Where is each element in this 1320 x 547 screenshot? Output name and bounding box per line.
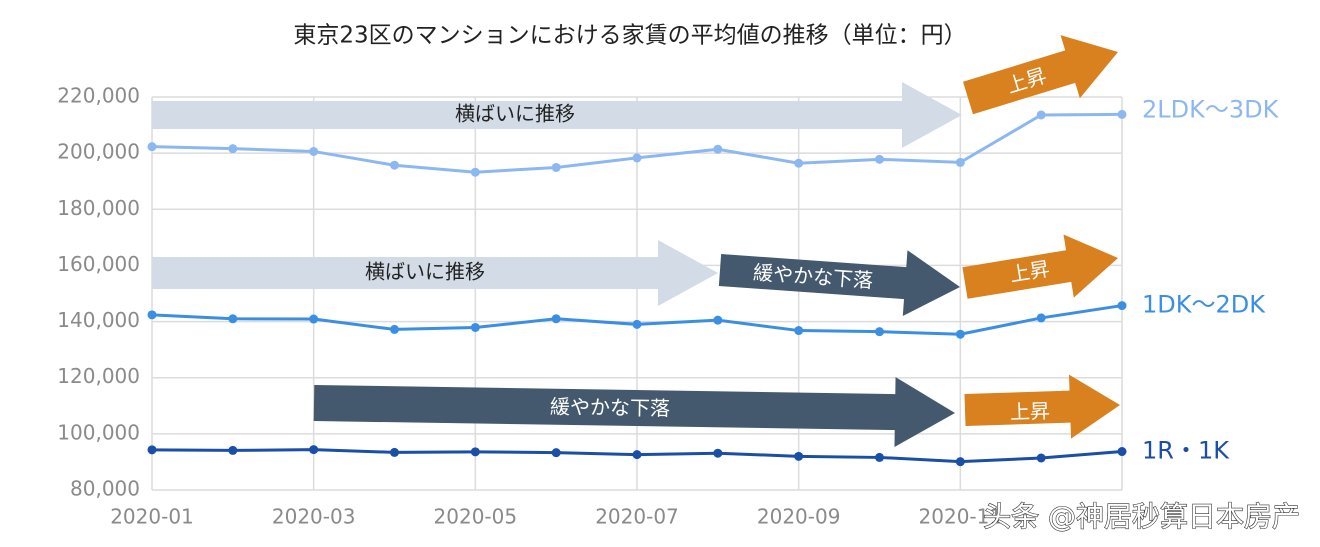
data-point bbox=[1036, 453, 1046, 463]
annotation-text: 緩やかな下落 bbox=[550, 395, 670, 421]
annotation-arrow bbox=[964, 374, 1120, 439]
y-tick-label: 180,000 bbox=[57, 196, 140, 220]
data-point bbox=[632, 153, 642, 163]
data-point bbox=[147, 142, 157, 152]
data-point bbox=[551, 162, 561, 172]
y-tick-label: 80,000 bbox=[70, 477, 140, 501]
data-point bbox=[1117, 109, 1127, 119]
data-point bbox=[713, 315, 723, 325]
series-label: 2LDK〜3DK bbox=[1142, 95, 1280, 123]
annotation-text: 横ばいに推移 bbox=[455, 102, 575, 126]
x-tick-label: 2020-03 bbox=[272, 505, 356, 529]
data-point bbox=[1117, 301, 1127, 311]
data-point bbox=[713, 448, 723, 458]
data-point bbox=[390, 160, 399, 170]
data-point bbox=[955, 157, 965, 167]
data-point bbox=[794, 158, 804, 168]
data-point bbox=[309, 314, 319, 324]
annotation-text: 横ばいに推移 bbox=[365, 260, 485, 284]
annotation-arrow bbox=[152, 82, 962, 148]
data-point bbox=[551, 314, 561, 324]
data-point bbox=[228, 314, 238, 324]
watermark: 头条 @神居秒算日本房产 bbox=[983, 500, 1300, 533]
annotation-arrow bbox=[962, 234, 1118, 299]
data-point bbox=[794, 451, 804, 461]
data-point bbox=[1117, 447, 1127, 457]
data-point bbox=[470, 322, 480, 332]
data-point bbox=[228, 445, 238, 455]
data-point bbox=[309, 445, 319, 455]
x-tick-label: 2020-05 bbox=[434, 505, 518, 529]
data-point bbox=[1036, 313, 1046, 323]
x-tick-label: 2020-09 bbox=[757, 505, 841, 529]
data-point bbox=[147, 310, 157, 320]
annotation-arrow bbox=[313, 377, 955, 448]
x-tick-label: 2020-07 bbox=[595, 505, 679, 529]
y-tick-label: 220,000 bbox=[57, 84, 140, 108]
data-point bbox=[228, 144, 238, 154]
data-point bbox=[875, 327, 884, 337]
annotation-arrow bbox=[718, 250, 960, 317]
y-tick-label: 100,000 bbox=[57, 420, 140, 444]
data-point bbox=[390, 447, 399, 457]
data-point bbox=[875, 452, 884, 462]
data-point bbox=[875, 154, 884, 164]
data-point bbox=[551, 448, 561, 458]
x-tick-label: 2020-01 bbox=[110, 505, 194, 529]
y-tick-label: 160,000 bbox=[57, 252, 140, 276]
data-point bbox=[147, 445, 157, 455]
data-point bbox=[955, 329, 965, 339]
data-point bbox=[632, 450, 642, 460]
y-tick-label: 200,000 bbox=[57, 140, 140, 164]
series-label: 1DK〜2DK bbox=[1142, 291, 1266, 319]
y-tick-label: 120,000 bbox=[57, 364, 140, 388]
data-point bbox=[794, 326, 804, 336]
data-point bbox=[632, 319, 642, 329]
chart-title: 東京23区のマンションにおける家賃の平均値の推移（単位：円） bbox=[293, 23, 966, 49]
data-point bbox=[470, 447, 480, 457]
data-point bbox=[470, 167, 480, 177]
data-point bbox=[309, 146, 319, 156]
x-tick-label: 2020-11 bbox=[919, 505, 1003, 529]
annotation-arrow bbox=[963, 35, 1118, 115]
y-tick-label: 140,000 bbox=[57, 308, 140, 332]
data-point bbox=[955, 457, 965, 467]
annotation-text: 上昇 bbox=[1010, 399, 1051, 424]
data-point bbox=[390, 324, 399, 334]
series-label: 1R・1K bbox=[1142, 437, 1230, 465]
annotation-arrow bbox=[152, 240, 718, 306]
data-point bbox=[1036, 110, 1046, 120]
data-point bbox=[713, 144, 723, 154]
